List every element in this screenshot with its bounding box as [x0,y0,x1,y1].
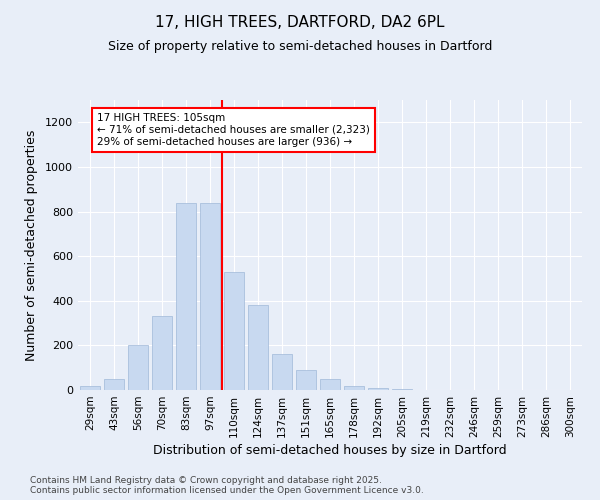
Text: Contains HM Land Registry data © Crown copyright and database right 2025.
Contai: Contains HM Land Registry data © Crown c… [30,476,424,495]
Bar [248,305,268,390]
Bar [152,316,172,390]
Text: Size of property relative to semi-detached houses in Dartford: Size of property relative to semi-detach… [108,40,492,53]
X-axis label: Distribution of semi-detached houses by size in Dartford: Distribution of semi-detached houses by … [153,444,507,457]
Bar [80,386,100,390]
Bar [296,370,316,390]
Bar [392,389,412,390]
Text: 17, HIGH TREES, DARTFORD, DA2 6PL: 17, HIGH TREES, DARTFORD, DA2 6PL [155,15,445,30]
Text: 17 HIGH TREES: 105sqm
← 71% of semi-detached houses are smaller (2,323)
29% of s: 17 HIGH TREES: 105sqm ← 71% of semi-deta… [97,114,370,146]
Bar [368,388,388,390]
Bar [176,202,196,390]
Bar [104,379,124,390]
Bar [272,354,292,390]
Bar [128,346,148,390]
Bar [320,379,340,390]
Bar [200,202,220,390]
Bar [344,386,364,390]
Y-axis label: Number of semi-detached properties: Number of semi-detached properties [25,130,38,360]
Bar [224,272,244,390]
